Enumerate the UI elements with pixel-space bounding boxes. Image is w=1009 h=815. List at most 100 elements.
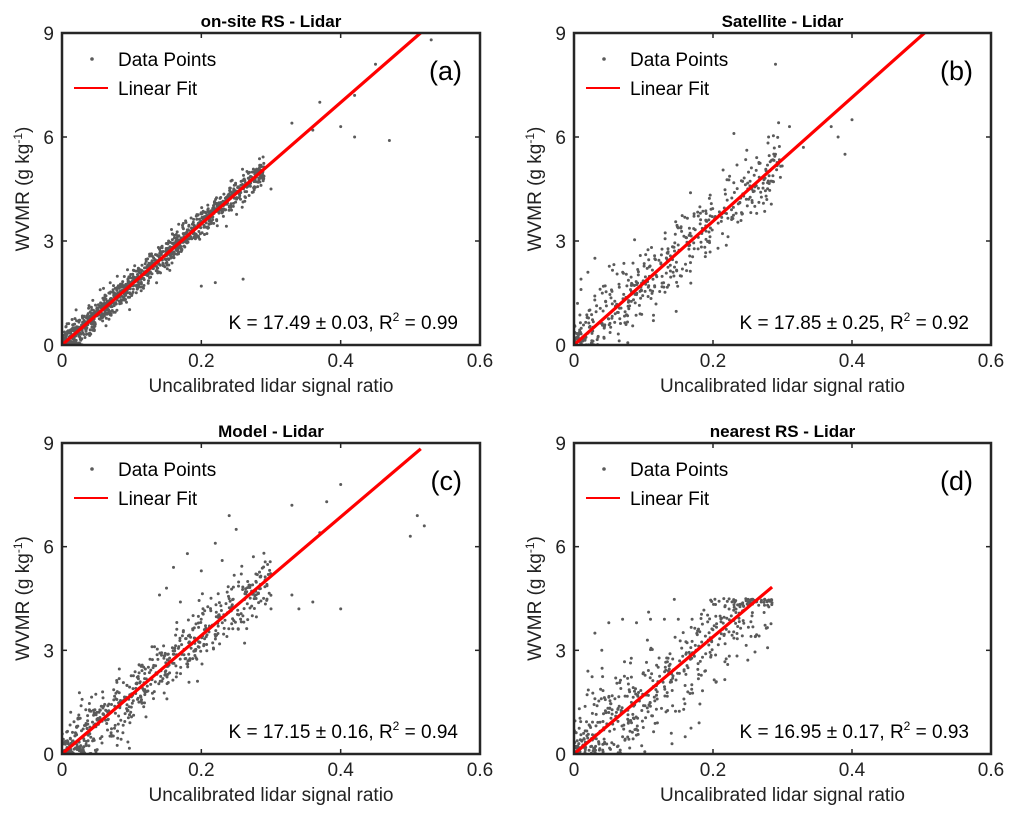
data-point bbox=[622, 674, 626, 678]
data-point bbox=[724, 243, 728, 247]
data-point bbox=[623, 321, 627, 325]
data-point bbox=[107, 317, 111, 321]
data-point bbox=[623, 314, 626, 318]
data-point bbox=[170, 238, 174, 242]
data-point bbox=[604, 304, 608, 308]
data-point bbox=[117, 667, 121, 671]
data-point bbox=[651, 679, 655, 683]
linear-fit-line bbox=[574, 33, 927, 345]
data-point bbox=[132, 713, 136, 717]
data-point bbox=[599, 697, 603, 701]
data-point bbox=[175, 247, 179, 251]
data-point bbox=[94, 692, 98, 696]
data-point bbox=[582, 323, 585, 327]
data-point bbox=[599, 687, 603, 691]
data-point bbox=[139, 289, 143, 293]
data-point bbox=[251, 555, 255, 559]
data-point bbox=[115, 680, 119, 684]
data-point bbox=[734, 611, 738, 614]
data-point bbox=[662, 285, 666, 289]
data-point bbox=[704, 218, 708, 222]
data-point bbox=[91, 328, 95, 332]
data-point bbox=[126, 295, 130, 299]
data-point bbox=[171, 649, 175, 653]
data-point bbox=[750, 611, 754, 615]
data-point bbox=[594, 310, 598, 314]
data-point bbox=[108, 313, 112, 317]
legend-marker-points bbox=[602, 57, 606, 61]
data-point bbox=[734, 211, 738, 215]
data-point bbox=[86, 722, 90, 726]
data-point bbox=[214, 603, 218, 607]
data-point bbox=[162, 656, 166, 660]
data-point bbox=[649, 617, 652, 621]
data-point bbox=[655, 693, 658, 697]
data-point bbox=[706, 613, 710, 617]
data-point bbox=[596, 720, 600, 724]
data-point bbox=[104, 316, 108, 320]
data-point bbox=[72, 747, 76, 751]
data-point bbox=[663, 231, 667, 235]
data-point bbox=[586, 669, 590, 673]
data-point bbox=[718, 614, 722, 618]
data-point bbox=[577, 333, 581, 337]
data-point bbox=[673, 249, 676, 253]
data-point bbox=[75, 733, 79, 737]
data-point bbox=[203, 609, 207, 613]
data-point bbox=[175, 230, 179, 234]
data-point bbox=[672, 274, 676, 278]
data-point bbox=[225, 590, 229, 594]
data-point bbox=[596, 335, 600, 339]
data-point bbox=[682, 707, 686, 711]
data-point bbox=[230, 622, 234, 626]
data-point bbox=[690, 639, 694, 643]
data-point bbox=[750, 199, 754, 202]
data-point bbox=[234, 183, 237, 187]
data-point bbox=[709, 207, 713, 211]
data-point bbox=[241, 167, 244, 171]
chart-panel-4: 0 0.2 0.4 0.6 0 3 6 9 nearest RS - Lidar Uncalibr… bbox=[523, 422, 1004, 806]
data-point bbox=[622, 727, 626, 731]
chart-title: on-site RS - Lidar bbox=[201, 12, 342, 31]
x-tick-label: 0.2 bbox=[700, 351, 726, 372]
data-point bbox=[721, 621, 725, 625]
data-point bbox=[77, 713, 81, 717]
data-point bbox=[622, 292, 626, 296]
data-point bbox=[631, 716, 635, 720]
data-point bbox=[603, 698, 607, 702]
data-point bbox=[647, 610, 651, 614]
data-point bbox=[134, 291, 138, 295]
data-point bbox=[209, 609, 213, 613]
data-point bbox=[175, 252, 179, 256]
data-point bbox=[704, 251, 708, 255]
data-point bbox=[684, 672, 688, 676]
data-point bbox=[628, 729, 632, 733]
data-point bbox=[610, 302, 614, 306]
data-point bbox=[685, 216, 689, 220]
data-point bbox=[251, 167, 255, 171]
data-point bbox=[653, 254, 657, 258]
data-point bbox=[126, 716, 130, 720]
data-point bbox=[735, 163, 739, 167]
data-point bbox=[237, 613, 241, 617]
data-point bbox=[678, 659, 682, 663]
data-point bbox=[94, 713, 98, 717]
axes-frame bbox=[60, 31, 482, 347]
data-point bbox=[643, 673, 647, 677]
data-point bbox=[318, 100, 322, 104]
data-point bbox=[687, 247, 691, 251]
data-point bbox=[250, 170, 254, 174]
x-tick-label: 0.2 bbox=[700, 760, 726, 781]
data-point bbox=[727, 178, 731, 182]
data-point bbox=[588, 324, 592, 328]
data-point bbox=[646, 295, 650, 298]
data-point bbox=[631, 712, 635, 716]
data-point bbox=[224, 196, 228, 200]
data-point bbox=[89, 321, 93, 325]
x-tick-label: 0.6 bbox=[978, 351, 1004, 372]
data-point bbox=[184, 219, 188, 223]
data-point bbox=[185, 662, 189, 666]
data-point bbox=[191, 628, 195, 632]
data-point bbox=[164, 669, 168, 673]
data-point bbox=[688, 269, 692, 273]
